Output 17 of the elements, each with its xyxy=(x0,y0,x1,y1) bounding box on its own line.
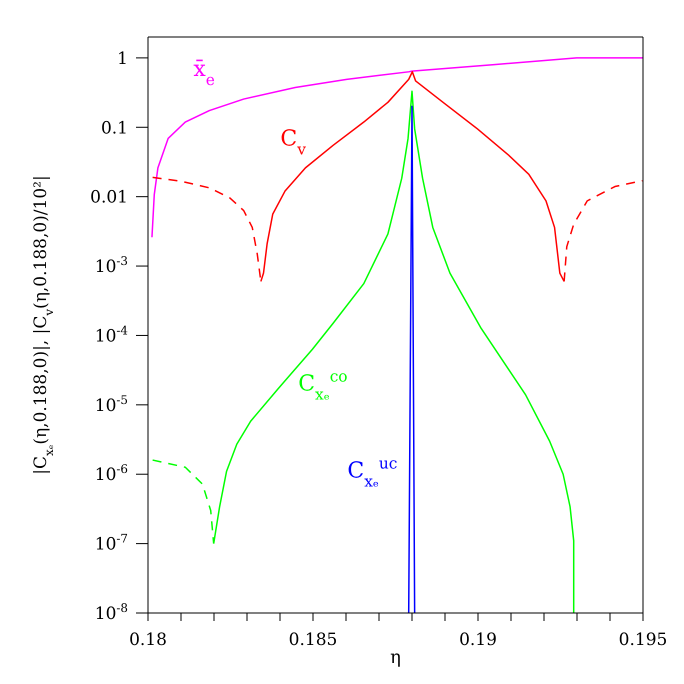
x-tick-label: 0.185 xyxy=(288,630,338,650)
y-tick-label: 10$^{-4}$ xyxy=(94,323,128,346)
series-label: C$_{v}$ xyxy=(280,126,306,158)
y-tick-label: 10$^{-3}$ xyxy=(94,254,128,278)
line-series xyxy=(151,57,643,238)
y-tick-label: 10$^{-6}$ xyxy=(94,462,128,486)
y-tick-label: 1 xyxy=(117,48,128,69)
y-tick-label: 0.01 xyxy=(90,188,128,208)
y-tick-label: 10$^{-8}$ xyxy=(94,601,128,624)
x-tick-label: 0.195 xyxy=(618,630,668,650)
y-tick-label: 10$^{-5}$ xyxy=(94,392,128,416)
series-label: x̄$_{e}$ xyxy=(193,56,215,89)
x-tick-label: 0.18 xyxy=(129,630,167,650)
y-tick-label: 0.1 xyxy=(100,118,128,138)
y-tick-label: 10$^{-7}$ xyxy=(94,532,128,555)
x-axis-title: η xyxy=(390,647,401,668)
x-tick-label: 0.19 xyxy=(459,630,497,650)
